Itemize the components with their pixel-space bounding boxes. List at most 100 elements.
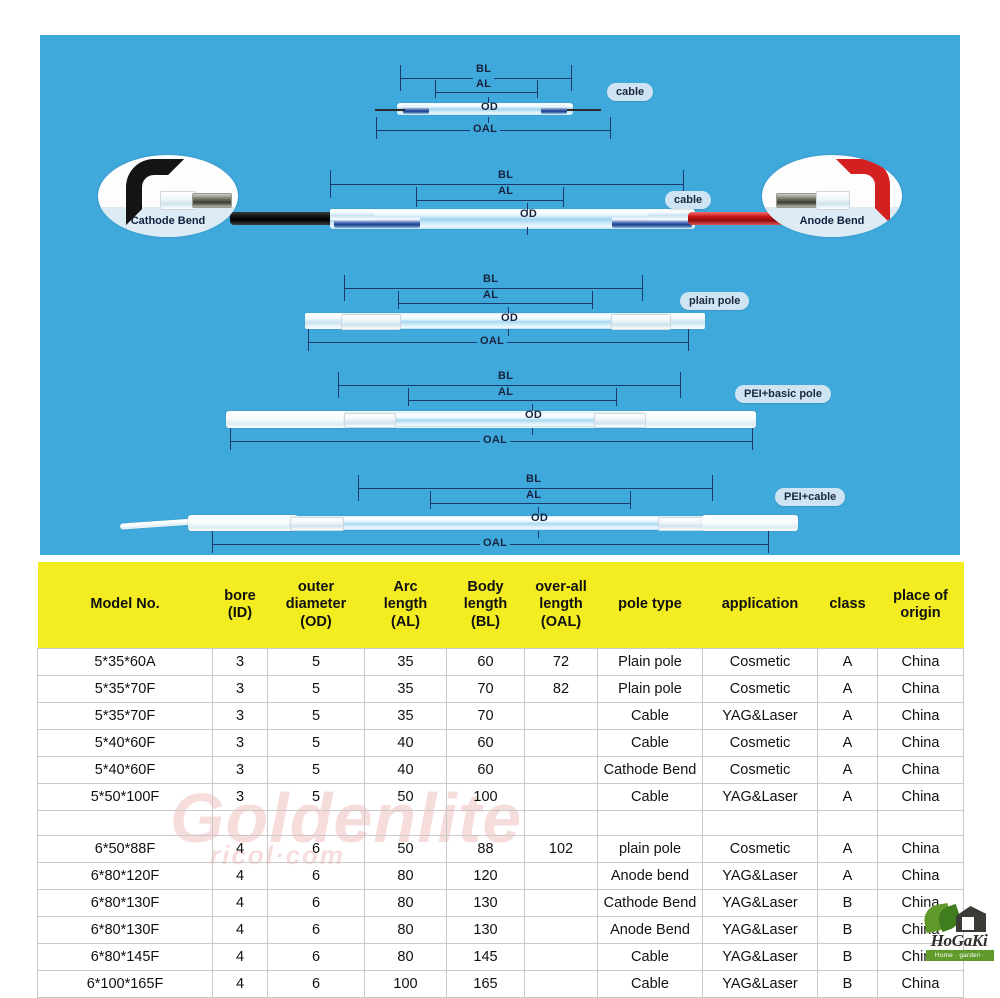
oal-tick-left [376, 117, 377, 139]
house-icon [956, 906, 986, 932]
col-header-oal-text: over-all length (OAL) [535, 579, 587, 630]
cell-arc-length: 80 [364, 889, 447, 917]
cell-arc-length: 80 [364, 916, 447, 944]
cell-arc-length: 40 [364, 756, 447, 784]
cathode-glass-segment [160, 191, 196, 210]
od-tick-top [488, 97, 489, 103]
lamp-shoulder-left [290, 517, 344, 531]
cell-body-length: 165 [446, 970, 525, 998]
col-header-pole-type-text: pole type [618, 596, 682, 613]
cell-bore-id: 3 [212, 756, 268, 784]
cell-body-length [446, 810, 525, 836]
table-row: 5*35*70F 3 5 35 70 Cable YAG&Laser A China [37, 702, 964, 730]
cell-overall-length [524, 889, 598, 917]
al-label: AL [495, 185, 517, 197]
cell-outer-diameter: 5 [267, 783, 365, 811]
cell-overall-length [524, 702, 598, 730]
lamp-tube [344, 412, 644, 427]
oal-tick-left [230, 428, 231, 450]
od-tick-bottom [488, 117, 489, 123]
bl-dimension-line [358, 488, 713, 489]
al-tick-right [592, 291, 593, 309]
cell-model: 6*80*145F [37, 943, 213, 971]
cell-outer-diameter: 5 [267, 648, 365, 676]
table-row: 5*50*100F 3 5 50 100 Cable YAG&Laser A China [37, 783, 964, 811]
cell-arc-length: 50 [364, 835, 447, 863]
callout-anode-bend: Anode Bend [762, 155, 902, 237]
cell-pole-type [597, 810, 703, 836]
cell-overall-length [524, 862, 598, 890]
oal-tick-right [610, 117, 611, 139]
col-header-pole-type: pole type [597, 562, 703, 649]
logo-tagline: Home · garden · kitchen [926, 950, 994, 970]
lamp-endcap-left [330, 209, 374, 220]
al-tick-left [408, 388, 409, 406]
col-header-bl-text: Body length (BL) [463, 579, 508, 630]
cell-outer-diameter: 5 [267, 702, 365, 730]
header-row: Model No. bore (ID) outer diameter (OD) Arc… [37, 562, 964, 649]
cell-model: 6*80*130F [37, 889, 213, 917]
cell-pole-type: Cable [597, 970, 703, 998]
cell-bore-id: 4 [212, 970, 268, 998]
anode-glass-segment [816, 191, 850, 210]
bl-dimension-line [330, 184, 684, 185]
lamp-lead-left [375, 109, 405, 111]
cell-arc-length [364, 810, 447, 836]
oal-tick-right [768, 531, 769, 553]
bl-label: BL [495, 169, 517, 181]
col-header-origin: place of origin [877, 562, 964, 649]
cell-origin: China [877, 702, 964, 730]
od-tick-bottom [532, 428, 533, 435]
oal-label: OAL [480, 537, 511, 549]
table-row-spacer [37, 810, 964, 836]
cell-outer-diameter: 6 [267, 835, 365, 863]
table-row: 6*80*120F 4 6 80 120 Anode bend YAG&Laser A Chin… [37, 862, 964, 890]
cell-arc-length: 35 [364, 675, 447, 703]
od-tick-bottom [508, 329, 509, 336]
cell-pole-type: plain pole [597, 835, 703, 863]
od-label: OD [531, 512, 549, 524]
spec-table-body: 5*35*60A 3 5 35 60 72 Plain pole Cosmetic A China… [37, 648, 964, 998]
cell-arc-length: 80 [364, 943, 447, 971]
cell-bore-id: 3 [212, 702, 268, 730]
table-row: 5*35*70F 3 5 35 70 82 Plain pole Cosmetic A China [37, 675, 964, 703]
cell-origin: China [877, 783, 964, 811]
od-tick-bottom [538, 531, 539, 538]
cell-application: YAG&Laser [702, 943, 818, 971]
cell-class: A [817, 729, 878, 757]
col-header-bl: Body length (BL) [446, 562, 525, 649]
cell-class: A [817, 783, 878, 811]
spec-table-container: Model No. bore (ID) outer diameter (OD) Arc… [37, 562, 964, 998]
cell-overall-length: 72 [524, 648, 598, 676]
cell-pole-type: Cable [597, 943, 703, 971]
od-label: OD [481, 101, 499, 113]
bl-dimension-line [344, 288, 643, 289]
lamp-seal-left [403, 105, 429, 114]
al-tick-left [416, 187, 417, 207]
lamp-seal-right [612, 217, 692, 228]
cell-class: B [817, 943, 878, 971]
pei-sleeve-left [188, 515, 298, 531]
od-tick-top [538, 507, 539, 514]
lamp-body [226, 407, 756, 433]
lamp-tube [290, 516, 710, 530]
cell-pole-type: Cable [597, 729, 703, 757]
al-label: AL [495, 386, 517, 398]
cell-overall-length [524, 970, 598, 998]
al-tick-left [398, 291, 399, 309]
al-label: AL [523, 489, 545, 501]
cell-pole-type: Cathode Bend [597, 889, 703, 917]
cell-model [37, 810, 213, 836]
cell-outer-diameter: 6 [267, 889, 365, 917]
lamp-diagram-panel: BL AL OD OAL cable [40, 35, 960, 555]
spec-table-head: Model No. bore (ID) outer diameter (OD) Arc… [37, 562, 964, 649]
cell-class: B [817, 970, 878, 998]
col-header-al: Arc length (AL) [364, 562, 447, 649]
cell-model: 6*50*88F [37, 835, 213, 863]
cell-origin: China [877, 862, 964, 890]
table-row: 6*80*130F 4 6 80 130 Anode Bend YAG&Laser B Chin… [37, 916, 964, 944]
cell-body-length: 145 [446, 943, 525, 971]
cell-outer-diameter: 5 [267, 729, 365, 757]
cell-class: A [817, 675, 878, 703]
cell-outer-diameter: 5 [267, 756, 365, 784]
